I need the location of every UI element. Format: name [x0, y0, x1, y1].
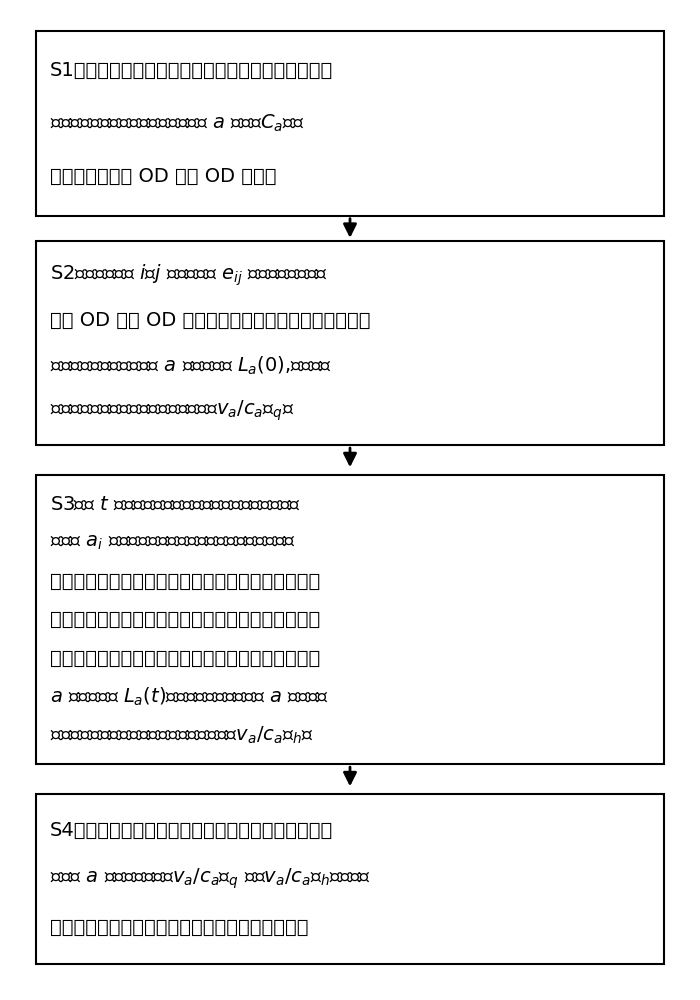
Text: S3：在 $t$ 时刻从机场陆侧道路交通网络中选取一个有: S3：在 $t$ 时刻从机场陆侧道路交通网络中选取一个有 [50, 494, 301, 513]
Text: S4：根据级联失效前后机场陆侧道路交通网络中各有: S4：根据级联失效前后机场陆侧道路交通网络中各有 [50, 821, 333, 840]
Text: $a$ 的交通流量 $L_a(t)$，进而得到各有向路段 $a$ 在机场陆: $a$ 的交通流量 $L_a(t)$，进而得到各有向路段 $a$ 在机场陆 [50, 686, 329, 708]
Text: 置出行网络中各 OD 对的 OD 流量。: 置出行网络中各 OD 对的 OD 流量。 [50, 167, 276, 186]
Text: 中各 OD 对的 OD 流量进行初始分配，确定机场陆侧道: 中各 OD 对的 OD 流量进行初始分配，确定机场陆侧道 [50, 311, 371, 330]
FancyBboxPatch shape [36, 241, 664, 445]
Text: 向路段 $a_i$ 作为发生交通拥堵导致失效的有向路段，构: 向路段 $a_i$ 作为发生交通拥堵导致失效的有向路段，构 [50, 533, 296, 552]
Text: S2：以相邻节点 $i$、$j$ 之间的阻抗 $e_{ij}$ 为依据对出行网络: S2：以相邻节点 $i$、$j$ 之间的阻抗 $e_{ij}$ 为依据对出行网络 [50, 262, 328, 288]
Text: 交通拥堵在机场陆侧道路交通网络中的影响范围。: 交通拥堵在机场陆侧道路交通网络中的影响范围。 [50, 918, 309, 937]
Text: 初始条件下各有向路段的道路饱和度（$v_a/c_a$）$_q$。: 初始条件下各有向路段的道路饱和度（$v_a/c_a$）$_q$。 [50, 399, 295, 423]
Text: 机场陆侧道路交通网络中各有向路段 $a$ 的容量$C_a$，设: 机场陆侧道路交通网络中各有向路段 $a$ 的容量$C_a$，设 [50, 113, 304, 134]
Text: 侧道路交通网络级联失效后的道路饱和度（$v_a/c_a$）$_h$。: 侧道路交通网络级联失效后的道路饱和度（$v_a/c_a$）$_h$。 [50, 725, 314, 746]
Text: 向路段 $a$ 的道路饱和度（$v_a/c_a$）$_q$ 和（$v_a/c_a$）$_h$，确定出: 向路段 $a$ 的道路饱和度（$v_a/c_a$）$_q$ 和（$v_a/c_a… [50, 867, 371, 891]
Text: 建机场陆侧道路交通网络级联失效模型描述某有向路: 建机场陆侧道路交通网络级联失效模型描述某有向路 [50, 572, 321, 591]
FancyBboxPatch shape [36, 794, 664, 964]
Text: 段的交通拥堵在机场陆侧道路交通网络中传播过程，: 段的交通拥堵在机场陆侧道路交通网络中传播过程， [50, 610, 321, 629]
FancyBboxPatch shape [36, 31, 664, 216]
Text: S1：构建机场陆侧道路交通网络以及出行网络，确定: S1：构建机场陆侧道路交通网络以及出行网络，确定 [50, 61, 333, 80]
FancyBboxPatch shape [36, 475, 664, 764]
Text: 路交通网络中各有向路段 $a$ 的初始负载 $L_a(0)$,进而得到: 路交通网络中各有向路段 $a$ 的初始负载 $L_a(0)$,进而得到 [50, 355, 332, 377]
Text: 得到级联失效后机场陆侧道路交通网络中各有向路段: 得到级联失效后机场陆侧道路交通网络中各有向路段 [50, 649, 321, 668]
